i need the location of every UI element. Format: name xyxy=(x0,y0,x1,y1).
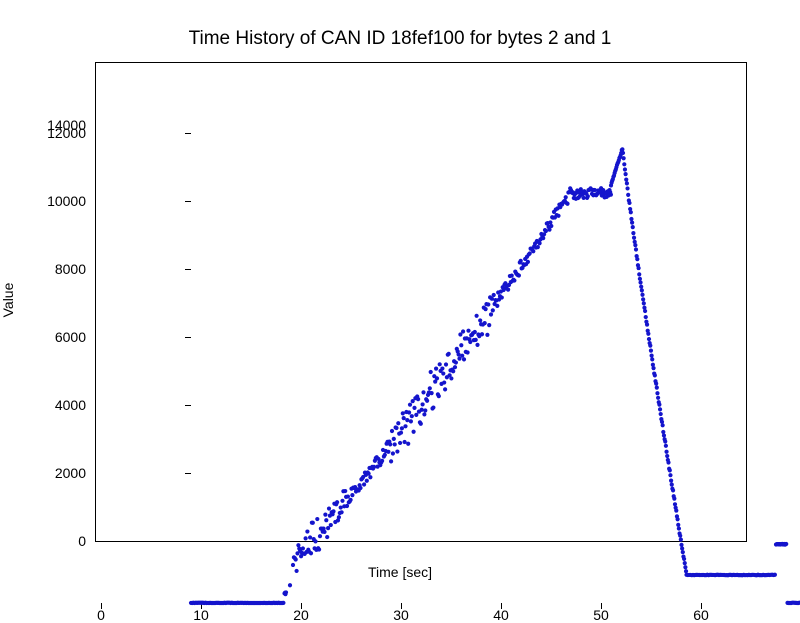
scatter-series[interactable] xyxy=(191,125,800,603)
y-tick-label-0: 0 xyxy=(31,533,86,549)
y-tick-label-6000: 6000 xyxy=(31,329,86,345)
x-tick-label-50: 50 xyxy=(593,607,609,623)
chart-title: Time History of CAN ID 18fef100 for byte… xyxy=(0,28,800,50)
x-tick-label-10: 10 xyxy=(193,607,209,623)
y-tick-label-2000: 2000 xyxy=(31,465,86,481)
plot-area[interactable]: 0 2000 4000 6000 8000 10000 12000 14000 … xyxy=(95,62,747,542)
x-tick-label-0: 0 xyxy=(97,607,105,623)
y-tick-label-10000: 10000 xyxy=(31,193,86,209)
y-axis-label: Value xyxy=(0,283,16,318)
y-tick-label-14000: 14000 xyxy=(31,117,86,133)
chart-root: Time History of CAN ID 18fef100 for byte… xyxy=(0,0,800,600)
y-tick-label-8000: 8000 xyxy=(31,261,86,277)
y-tick-label-4000: 4000 xyxy=(31,397,86,413)
x-tick-label-20: 20 xyxy=(293,607,309,623)
x-tick-label-60: 60 xyxy=(693,607,709,623)
x-tick-label-40: 40 xyxy=(493,607,509,623)
x-tick-label-30: 30 xyxy=(393,607,409,623)
